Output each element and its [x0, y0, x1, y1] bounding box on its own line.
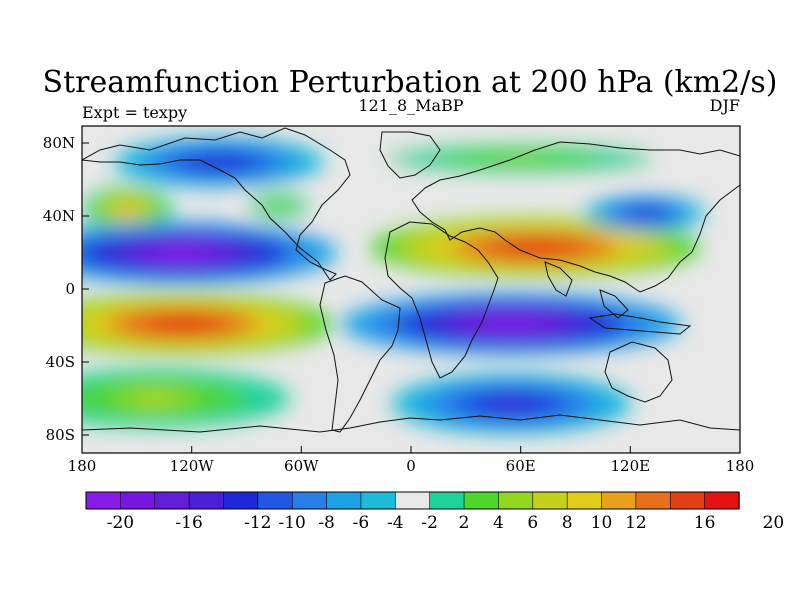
colorbar-box [669, 491, 706, 510]
colorbar-label: -2 [421, 513, 438, 533]
colorbar-box [498, 491, 534, 510]
colorbar-label: -12 [244, 513, 271, 533]
x-tick-label: 60W [284, 457, 319, 475]
y-tick-label: 40S [46, 353, 75, 371]
coastline-eurasia [411, 141, 740, 293]
coastlines [82, 127, 740, 433]
colorbar-box [188, 491, 225, 510]
colorbar-label: -20 [107, 513, 134, 533]
y-tick-label: 0 [65, 280, 75, 298]
x-tick-label: 60E [506, 457, 536, 475]
x-tick-label: 180 [726, 457, 755, 475]
contour-blobs [82, 137, 705, 434]
y-tick-marks [82, 142, 89, 436]
coastline-greenland [379, 131, 441, 179]
colorbar-box [120, 491, 156, 510]
colorbar-box [360, 491, 397, 510]
x-axis: 180 120W 60W 0 60E 120E 180 [68, 446, 755, 475]
contour-level [273, 203, 286, 209]
left-string: Expt = texpy [82, 103, 187, 122]
contour-level [156, 248, 209, 259]
colorbar-label: -6 [353, 513, 370, 533]
x-tick-label: 120E [611, 457, 651, 475]
contour-level [201, 158, 237, 167]
colorbar-labels: -20 -16 -12 -10 -8 -6 -4 -2 2 4 6 8 10 12 16 20 [107, 513, 785, 533]
colorbar-box [566, 491, 603, 510]
colorbar-label: 4 [493, 513, 504, 533]
colorbar-box [326, 491, 362, 510]
colorbar-box [532, 491, 568, 510]
coastline-south-america [319, 275, 401, 433]
contour-level [635, 210, 655, 217]
colorbar-box [85, 491, 122, 510]
coastline-antarctica [82, 414, 740, 433]
y-tick-label: 80N [43, 134, 75, 152]
contour-level [491, 398, 532, 409]
colorbar-label: 12 [625, 513, 647, 533]
colorbar-label: 2 [459, 513, 470, 533]
colorbar-box [223, 491, 259, 510]
contour-level [483, 318, 540, 330]
chart-title: Streamfunction Perturbation at 200 hPa (… [43, 65, 778, 100]
colorbar-label: 8 [562, 513, 573, 533]
coastline-australia [604, 341, 673, 403]
colorbar-label: 6 [527, 513, 538, 533]
coastline-north-america [82, 127, 351, 281]
colorbar-box [395, 491, 431, 510]
coastline-india-seasia [544, 261, 629, 319]
coastline-indonesia [588, 313, 692, 335]
x-tick-marks [81, 446, 741, 453]
colorbar-box [154, 491, 190, 510]
colorbar-box [635, 491, 671, 510]
coastline-africa [384, 221, 499, 379]
contour-level [157, 318, 208, 330]
contour-level [132, 393, 178, 404]
y-tick-label: 40N [43, 207, 75, 225]
colorbar [85, 491, 740, 510]
y-tick-label: 80S [46, 426, 75, 444]
colorbar-label: 10 [591, 513, 613, 533]
colorbar-box [257, 491, 293, 510]
colorbar-label: -8 [318, 513, 335, 533]
x-tick-label: 0 [406, 457, 416, 475]
contour-level [494, 155, 548, 162]
y-axis: 80N 40N 0 40S 80S [43, 134, 89, 444]
right-string: DJF [710, 96, 740, 115]
x-tick-label: 120W [170, 457, 215, 475]
x-tick-label: 180 [68, 457, 97, 475]
colorbar-box [463, 491, 500, 510]
colorbar-label: -16 [175, 513, 202, 533]
colorbar-label: 16 [694, 513, 716, 533]
colorbar-box [704, 491, 740, 510]
colorbar-label: 20 [763, 513, 785, 533]
colorbar-frame [85, 491, 740, 510]
colorbar-box [429, 491, 465, 510]
colorbar-label: -10 [279, 513, 306, 533]
colorbar-box [601, 491, 637, 510]
contour-level [120, 205, 136, 214]
contour-field [82, 137, 705, 434]
colorbar-box [291, 491, 328, 510]
colorbar-label: -4 [387, 513, 404, 533]
center-string: 121_8_MaBP [358, 96, 463, 115]
